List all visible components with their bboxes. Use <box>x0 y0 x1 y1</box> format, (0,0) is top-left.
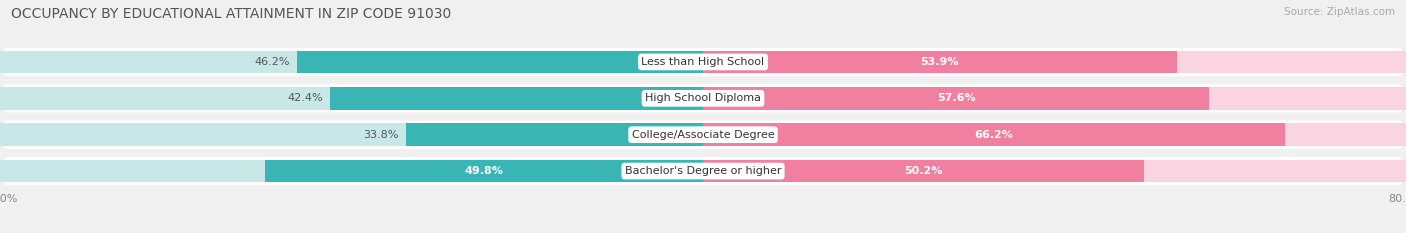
Text: 33.8%: 33.8% <box>364 130 399 140</box>
Bar <box>297 51 703 73</box>
Bar <box>0 51 703 73</box>
Text: High School Diploma: High School Diploma <box>645 93 761 103</box>
Text: Bachelor's Degree or higher: Bachelor's Degree or higher <box>624 166 782 176</box>
Bar <box>703 51 1406 73</box>
Bar <box>266 160 703 182</box>
Bar <box>703 51 1177 73</box>
Bar <box>330 87 703 110</box>
FancyBboxPatch shape <box>4 157 1402 185</box>
Bar <box>703 87 1406 110</box>
Text: OCCUPANCY BY EDUCATIONAL ATTAINMENT IN ZIP CODE 91030: OCCUPANCY BY EDUCATIONAL ATTAINMENT IN Z… <box>11 7 451 21</box>
FancyBboxPatch shape <box>4 48 1402 76</box>
Text: 57.6%: 57.6% <box>936 93 976 103</box>
Bar <box>703 123 1406 146</box>
Bar <box>406 123 703 146</box>
Bar <box>0 87 703 110</box>
Text: 50.2%: 50.2% <box>904 166 943 176</box>
FancyBboxPatch shape <box>4 120 1402 149</box>
Bar <box>703 87 1209 110</box>
Text: College/Associate Degree: College/Associate Degree <box>631 130 775 140</box>
Bar <box>703 160 1406 182</box>
Text: Less than High School: Less than High School <box>641 57 765 67</box>
Text: 42.4%: 42.4% <box>288 93 323 103</box>
Text: 53.9%: 53.9% <box>921 57 959 67</box>
Bar <box>0 160 703 182</box>
FancyBboxPatch shape <box>4 84 1402 113</box>
Bar <box>0 123 703 146</box>
Bar <box>703 123 1285 146</box>
Text: 66.2%: 66.2% <box>974 130 1014 140</box>
Bar <box>703 160 1144 182</box>
Text: Source: ZipAtlas.com: Source: ZipAtlas.com <box>1284 7 1395 17</box>
Text: 46.2%: 46.2% <box>254 57 290 67</box>
Text: 49.8%: 49.8% <box>465 166 503 176</box>
